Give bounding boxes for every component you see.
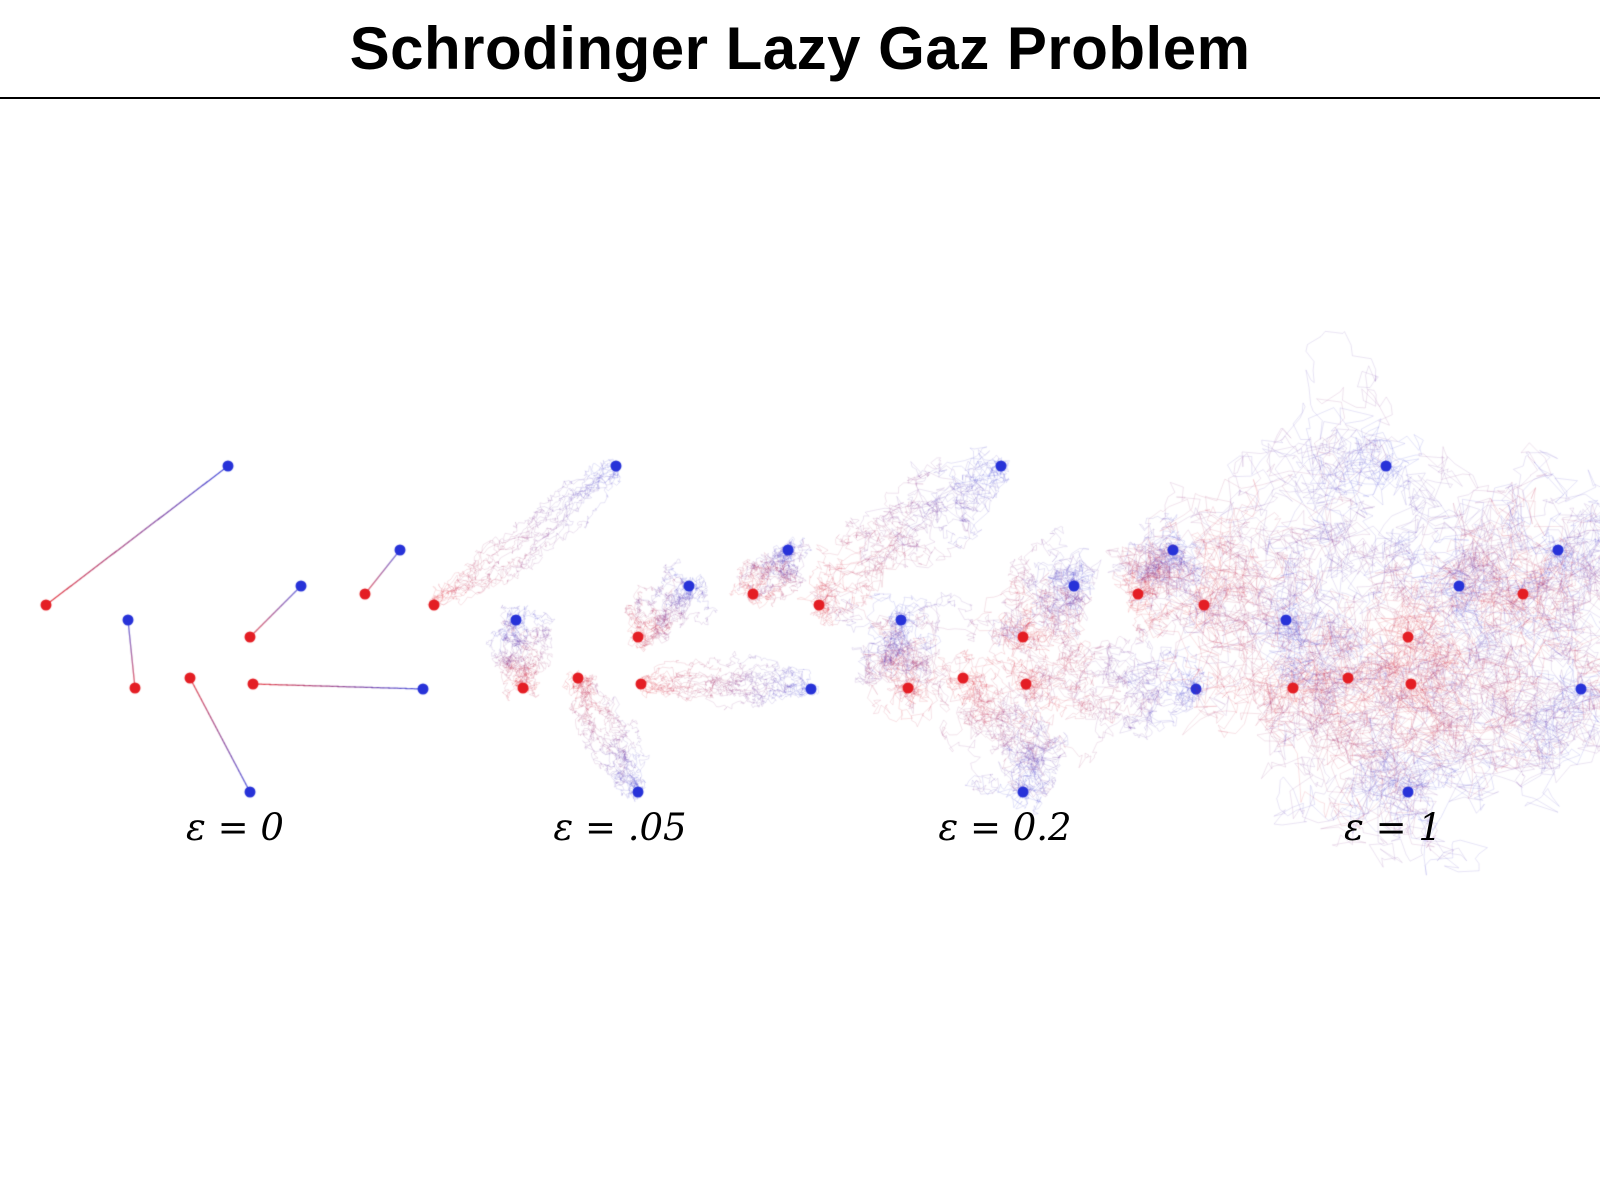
panel-label-eps-005: ε = .05 (553, 806, 687, 849)
slide-title: Schrodinger Lazy Gaz Problem (349, 15, 1251, 82)
panel-label-eps-1: ε = 1 (1344, 806, 1442, 849)
panel-label-eps-0: ε = 0 (186, 806, 284, 849)
panel-label-eps-02: ε = 0.2 (938, 806, 1072, 849)
title-bar: Schrodinger Lazy Gaz Problem (0, 0, 1600, 99)
